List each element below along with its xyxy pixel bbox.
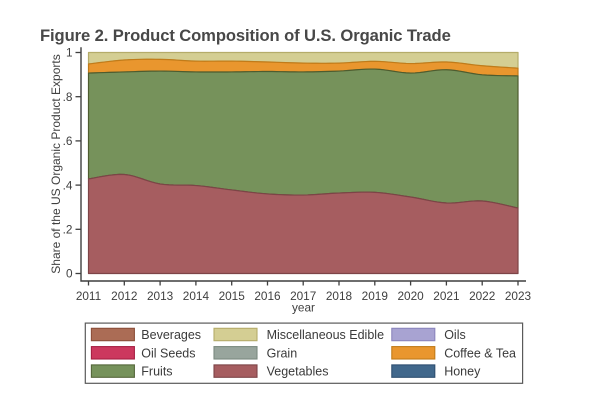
svg-text:2017: 2017 [290, 289, 316, 303]
svg-text:Share of the US Organic Produc: Share of the US Organic Product Exports [49, 54, 63, 273]
svg-text:2019: 2019 [362, 289, 388, 303]
svg-text:.6: .6 [63, 134, 73, 148]
svg-text:2016: 2016 [254, 289, 281, 303]
svg-text:.4: .4 [63, 178, 73, 192]
svg-text:.8: .8 [63, 90, 73, 104]
svg-text:Coffee & Tea: Coffee & Tea [444, 346, 516, 360]
svg-text:2018: 2018 [326, 289, 353, 303]
svg-text:Vegetables: Vegetables [267, 365, 329, 379]
svg-text:Oils: Oils [444, 328, 466, 342]
svg-text:Fruits: Fruits [141, 365, 172, 379]
svg-text:year: year [292, 301, 315, 315]
svg-text:2022: 2022 [469, 289, 495, 303]
svg-text:2023: 2023 [505, 289, 532, 303]
svg-text:Beverages: Beverages [141, 328, 201, 342]
svg-text:Oil Seeds: Oil Seeds [141, 346, 195, 360]
svg-text:Figure 2. Product Composition: Figure 2. Product Composition of U.S. Or… [40, 26, 451, 45]
svg-text:2013: 2013 [147, 289, 174, 303]
svg-text:2015: 2015 [219, 289, 246, 303]
svg-text:Honey: Honey [444, 365, 481, 379]
svg-text:Grain: Grain [267, 346, 298, 360]
svg-text:1: 1 [66, 46, 73, 60]
svg-text:2012: 2012 [111, 289, 137, 303]
svg-text:2011: 2011 [76, 289, 101, 303]
svg-text:0: 0 [66, 267, 73, 281]
svg-text:2020: 2020 [397, 289, 424, 303]
svg-text:.2: .2 [63, 223, 73, 237]
svg-text:2014: 2014 [183, 289, 210, 303]
svg-text:Miscellaneous Edible: Miscellaneous Edible [267, 328, 384, 342]
svg-text:2021: 2021 [433, 289, 459, 303]
